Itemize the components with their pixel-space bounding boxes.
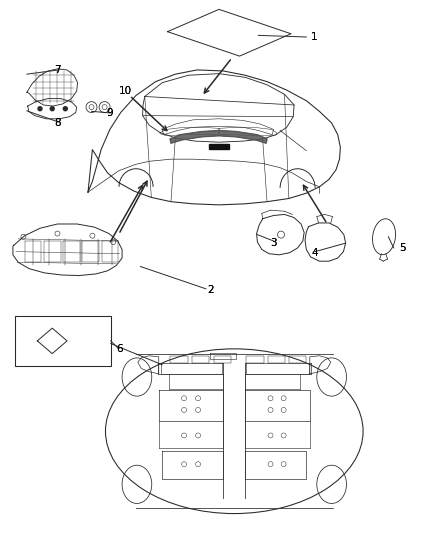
Bar [246,356,264,363]
Text: 8: 8 [54,118,61,128]
Polygon shape [208,144,230,149]
Bar [214,356,231,363]
Text: 3: 3 [270,238,277,248]
Circle shape [64,107,67,111]
Text: 7: 7 [54,65,61,75]
Text: 10: 10 [119,86,132,96]
Bar [192,356,209,363]
Text: 6: 6 [116,344,123,354]
Bar [14,316,111,366]
Text: 1: 1 [311,32,318,42]
Bar [170,356,187,363]
Text: 5: 5 [399,243,406,253]
Text: 9: 9 [106,109,113,118]
Text: 6: 6 [116,344,123,354]
Text: 4: 4 [312,248,318,258]
Circle shape [38,107,42,111]
Bar [268,356,286,363]
Text: 3: 3 [270,238,277,248]
Polygon shape [170,131,267,143]
Text: 2: 2 [207,285,214,295]
Text: 2: 2 [207,285,214,295]
Bar [289,356,306,363]
Text: 10: 10 [119,86,132,96]
Text: 7: 7 [54,65,61,75]
Text: 5: 5 [399,243,406,253]
Text: 4: 4 [312,248,318,258]
Text: 9: 9 [106,109,113,118]
Text: 8: 8 [54,118,61,128]
Circle shape [50,107,54,111]
Text: 1: 1 [311,32,318,42]
